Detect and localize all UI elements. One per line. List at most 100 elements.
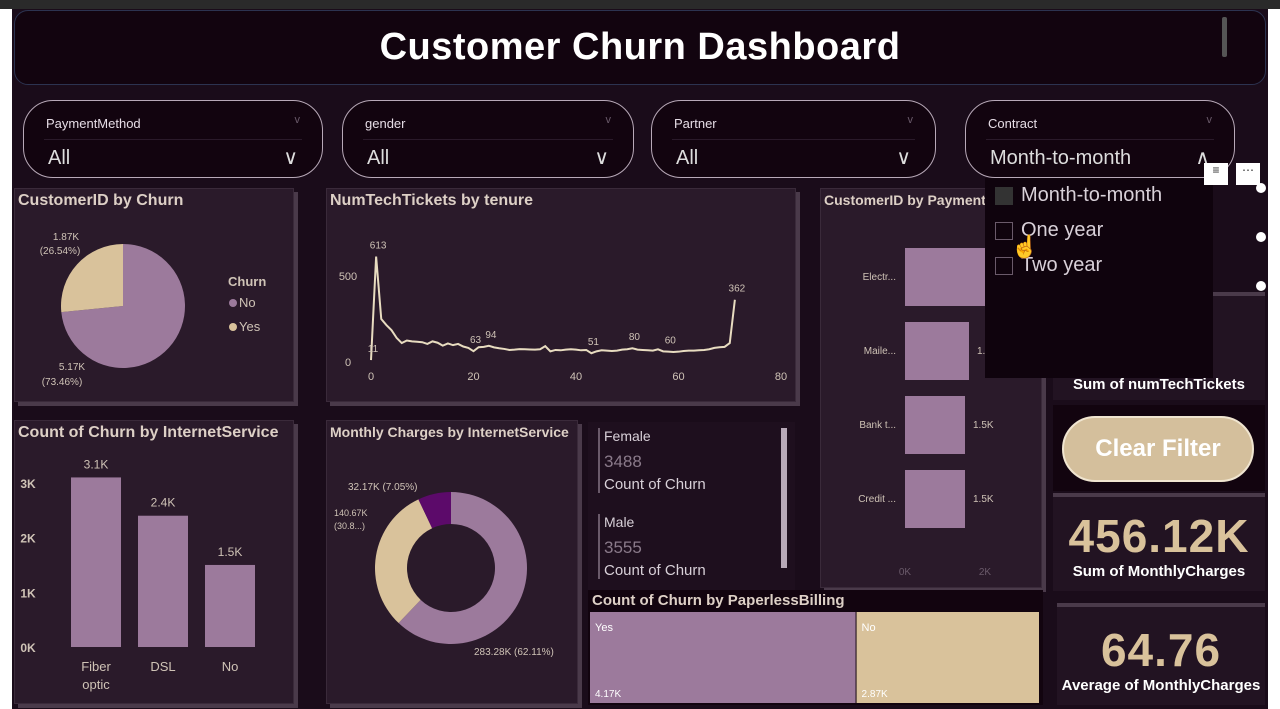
chart-title: Count of Churn by InternetService — [18, 424, 279, 441]
legend-item: No — [239, 295, 256, 310]
checkbox[interactable] — [995, 221, 1013, 240]
y-tick-label: 2K — [20, 532, 36, 546]
slicer-label: PaymentMethod — [46, 116, 141, 131]
slicer-label: Partner — [674, 116, 717, 131]
slicer-value: All — [676, 147, 699, 169]
option-label: One year — [1021, 219, 1104, 241]
donut-slice — [398, 492, 527, 644]
x-tick-label: 40 — [570, 371, 582, 383]
data-label: 32.17K (7.05%) — [348, 482, 418, 493]
pie-churn-panel: CustomerID by Churn 1.87K (26.54%) 5.17K (7… — [14, 188, 294, 402]
y-tick-label: 3K — [20, 477, 36, 491]
chart-title: Monthly Charges by InternetService — [330, 424, 569, 440]
line-series — [370, 256, 736, 361]
data-label: 140.67K — [334, 508, 368, 518]
tile-value: 2.87K — [862, 689, 888, 700]
option-label: Two year — [1021, 254, 1103, 276]
chart-title: CustomerID by PaymentMethod — [824, 192, 1036, 208]
data-label: 613 — [370, 241, 387, 252]
data-label: 60 — [665, 336, 677, 347]
gender-card-male[interactable]: Male 3555 Count of Churn — [598, 514, 706, 579]
gender-metric: Count of Churn — [604, 476, 706, 493]
checkbox[interactable] — [995, 256, 1013, 275]
more-options-icon[interactable]: ⋯ — [1236, 163, 1260, 185]
tile-label: No — [862, 622, 876, 634]
data-label: (30.8...) — [334, 521, 365, 531]
chart-title: CustomerID by Churn — [18, 192, 184, 209]
slicer-contract[interactable]: Contract v Month-to-month ∧ — [965, 100, 1235, 178]
data-label: 11 — [368, 344, 379, 355]
slicer-partner[interactable]: Partner v All ∨ — [651, 100, 936, 178]
y-tick-label: 1K — [20, 586, 36, 600]
donut-panel: Monthly Charges by InternetService 283.2… — [326, 420, 578, 704]
chevron-down-icon[interactable]: ∨ — [283, 147, 298, 169]
data-label: 2.4K — [151, 496, 176, 510]
x-tick-label: 80 — [775, 371, 787, 383]
category-label: Credit ... — [858, 494, 896, 505]
y-tick-label: 0K — [20, 641, 36, 655]
pie-chart: 1.87K (26.54%) 5.17K (73.46%) Churn No Yes — [40, 232, 267, 388]
data-label: 51 — [588, 337, 600, 348]
data-label: 362 — [729, 284, 746, 295]
chevron-down-icon[interactable]: ∨ — [896, 147, 911, 169]
scrollbar[interactable] — [1222, 17, 1227, 57]
card-value: 64.76 — [1100, 624, 1222, 676]
data-label: (73.46%) — [42, 377, 83, 388]
legend-marker — [229, 323, 237, 331]
slicer-payment-method[interactable]: PaymentMethod v All ∨ — [23, 100, 323, 178]
data-label: 94 — [485, 330, 497, 341]
x-tick-label: optic — [82, 677, 110, 692]
option-month-to-month[interactable]: Month-to-month — [995, 184, 1162, 207]
option-one-year[interactable]: One year — [995, 219, 1103, 242]
line-tickets-panel: NumTechTickets by tenure 0 500 0 20 40 60 80 61… — [326, 188, 796, 402]
slicer-label: gender — [365, 116, 406, 131]
gender-cards: Female 3488 Count of Churn Male 3555 Cou… — [588, 422, 795, 590]
x-tick-label: 2K — [979, 567, 992, 578]
chart-title: NumTechTickets by tenure — [330, 192, 534, 209]
gender-metric: Count of Churn — [604, 562, 706, 579]
card-monthly-sum: 456.12K Sum of MonthlyCharges — [1053, 497, 1265, 591]
data-label: 5.17K — [59, 362, 85, 373]
slicer-value: All — [367, 147, 390, 169]
slicer-value: Month-to-month — [990, 147, 1132, 169]
data-label: 1.5K — [218, 545, 243, 559]
window-top-bar — [0, 0, 1280, 9]
data-label: (26.54%) — [40, 246, 81, 257]
chevron-down-icon: v — [1206, 114, 1213, 126]
contract-dropdown: Month-to-month One year Two year ☝ — [985, 178, 1213, 378]
donut-chart: 283.28K (62.11%) 140.67K (30.8...) 32.17K (… — [334, 482, 554, 658]
resize-handle[interactable] — [1256, 281, 1266, 291]
gender-name: Male — [604, 514, 635, 530]
pie-slice-no — [61, 244, 185, 368]
data-label: 63 — [470, 335, 482, 346]
checkbox[interactable] — [995, 186, 1013, 205]
scrollbar[interactable] — [781, 428, 787, 568]
data-label: 80 — [629, 332, 641, 343]
slicer-label: Contract — [988, 116, 1038, 131]
legend-title: Churn — [228, 274, 266, 289]
data-label: 1.5K — [973, 420, 994, 431]
filter-icon[interactable]: ≡ — [1204, 163, 1228, 185]
chevron-down-icon[interactable]: ∨ — [594, 147, 609, 169]
data-label: 1.87K — [53, 232, 79, 243]
chevron-down-icon: v — [605, 114, 612, 126]
donut-slice — [375, 499, 433, 624]
bar — [71, 477, 121, 647]
pie-slice-yes — [60, 244, 123, 313]
gender-card-female[interactable]: Female 3488 Count of Churn — [598, 428, 706, 493]
tile-value: 4.17K — [595, 689, 621, 700]
y-tick-label: 500 — [339, 271, 357, 283]
treemap-tile-no — [856, 612, 1039, 703]
gender-value: 3555 — [604, 538, 642, 557]
resize-handle[interactable] — [1256, 232, 1266, 242]
resize-handle[interactable] — [1256, 183, 1266, 193]
tile-label: Yes — [595, 622, 613, 634]
legend-marker — [229, 299, 237, 307]
option-two-year[interactable]: Two year — [995, 254, 1102, 277]
treemap-chart: Yes 4.17K No 2.87K — [590, 612, 1039, 703]
donut-slice — [418, 492, 451, 529]
gender-name: Female — [604, 428, 651, 444]
clear-filter-button[interactable]: Clear Filter — [1062, 416, 1254, 482]
data-label: 283.28K (62.11%) — [474, 647, 554, 658]
slicer-gender[interactable]: gender v All ∨ — [342, 100, 634, 178]
